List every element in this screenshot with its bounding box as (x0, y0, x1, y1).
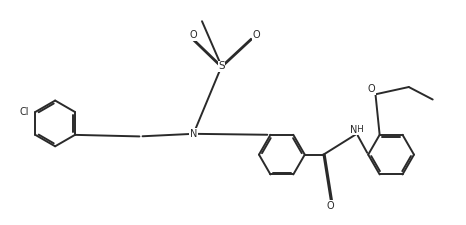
Text: O: O (368, 84, 375, 94)
Text: H: H (356, 125, 363, 134)
Text: O: O (327, 200, 335, 211)
Text: O: O (190, 30, 197, 40)
Text: Cl: Cl (19, 107, 28, 117)
Text: N: N (190, 129, 197, 139)
Text: S: S (218, 61, 225, 71)
Text: O: O (252, 30, 260, 40)
Text: N: N (350, 125, 357, 135)
